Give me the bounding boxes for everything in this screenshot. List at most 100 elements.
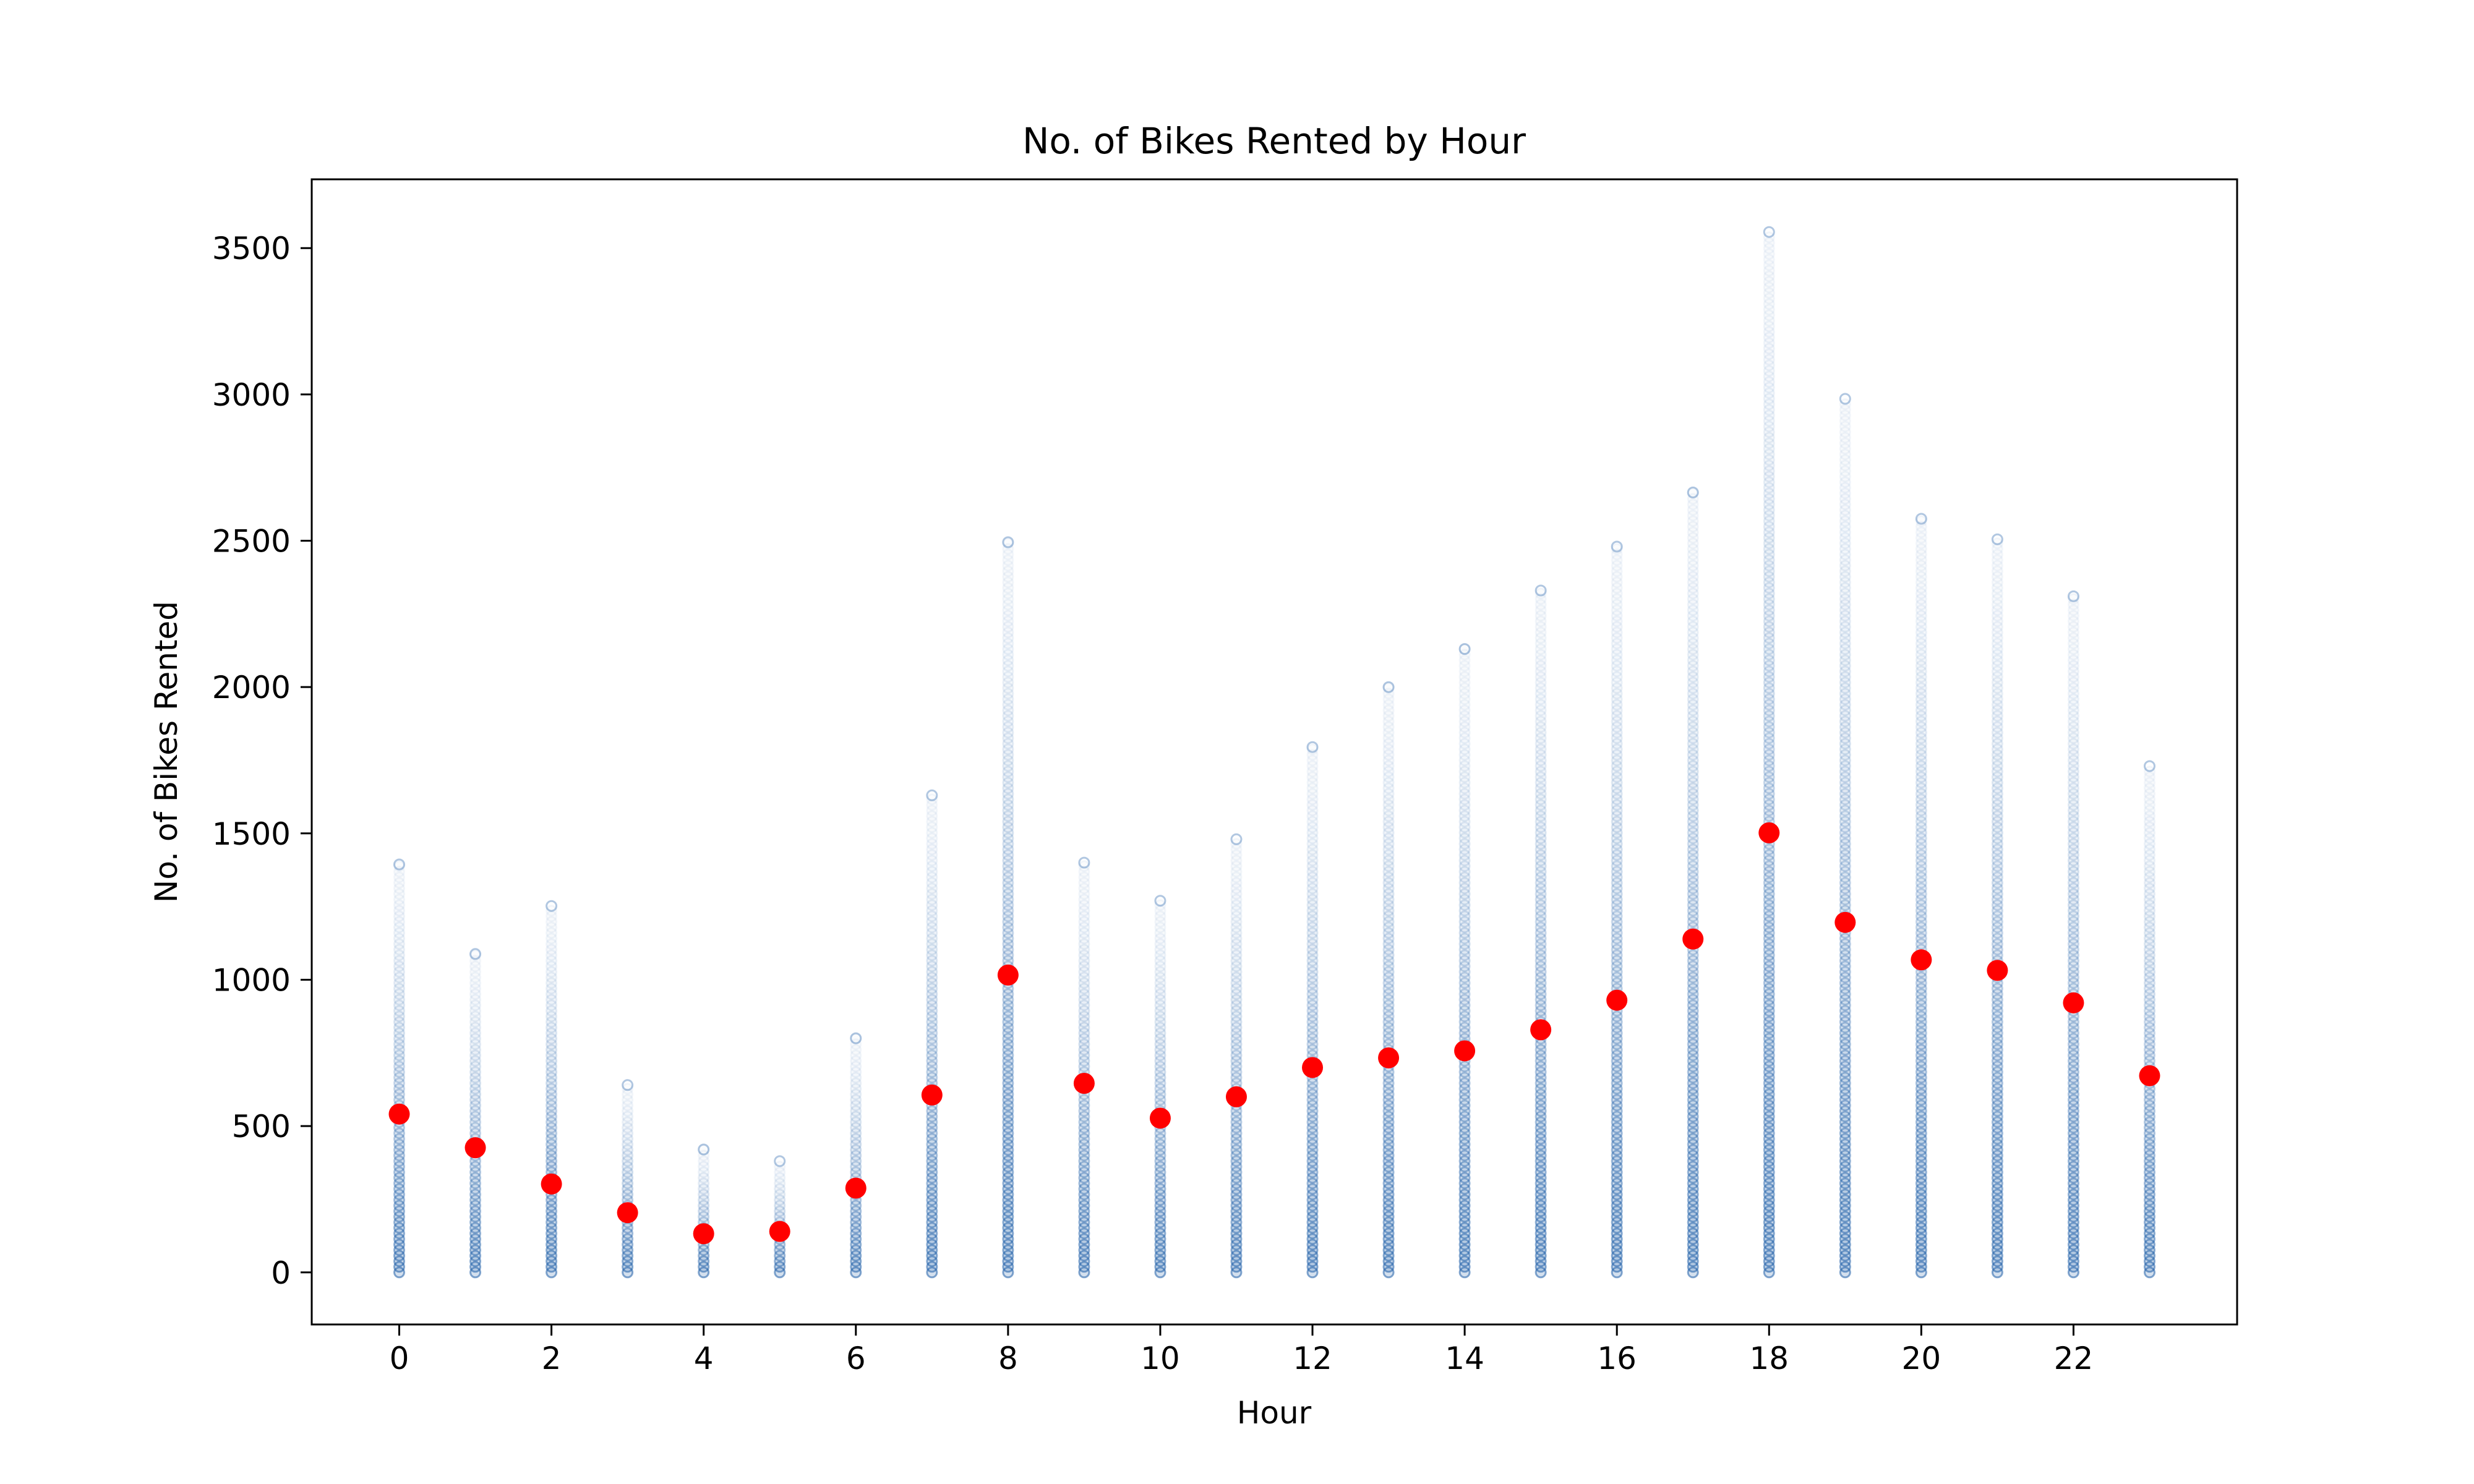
observation-point <box>1458 1177 1471 1190</box>
observation-point <box>1458 1094 1471 1106</box>
observation-point <box>1687 855 1699 867</box>
observation-point <box>1763 877 1775 889</box>
observation-point <box>1154 949 1166 962</box>
observation-point <box>1458 1077 1471 1090</box>
observation-point <box>1230 860 1243 872</box>
x-tick-label: 12 <box>1293 1341 1332 1376</box>
observation-point <box>1534 1044 1547 1056</box>
observation-point <box>1763 893 1775 906</box>
observation-point <box>850 1055 862 1067</box>
observation-point <box>1382 838 1395 850</box>
observation-point <box>1458 799 1471 811</box>
observation-point <box>1763 587 1775 600</box>
observation-point <box>1230 1072 1243 1084</box>
observation-point <box>469 1033 482 1045</box>
observation-point <box>1687 1072 1699 1084</box>
observation-point <box>469 1094 482 1106</box>
observation-point <box>1382 704 1395 717</box>
observation-point <box>1839 788 1851 800</box>
observation-point <box>1230 1239 1243 1251</box>
observation-point <box>1839 1116 1851 1128</box>
observation-point <box>1839 1016 1851 1028</box>
observation-point <box>1230 955 1243 967</box>
observation-point <box>1915 1094 1927 1106</box>
x-tick-label: 20 <box>1902 1341 1941 1376</box>
observation-point <box>1687 532 1699 544</box>
observation-point <box>622 1088 634 1101</box>
observation-point <box>1611 1116 1623 1128</box>
observation-point <box>1382 910 1395 923</box>
observation-point <box>546 944 558 956</box>
observation-point <box>546 1099 558 1112</box>
observation-point <box>926 1122 938 1134</box>
observation-point <box>1458 1200 1471 1212</box>
observation-point <box>1002 1177 1014 1190</box>
observation-point <box>1078 1111 1090 1123</box>
observation-point <box>1154 983 1166 995</box>
observation-point <box>1306 827 1319 839</box>
observation-point <box>1534 1166 1547 1179</box>
observation-point <box>1458 1138 1471 1151</box>
observation-point <box>1458 905 1471 917</box>
observation-point <box>393 1072 405 1084</box>
observation-points <box>393 226 2155 1279</box>
observation-point <box>1611 632 1623 644</box>
observation-point <box>1230 1211 1243 1223</box>
observation-point <box>1002 1038 1014 1051</box>
observation-point <box>1382 1222 1395 1234</box>
observation-point <box>1687 821 1699 834</box>
observation-point <box>1534 855 1547 867</box>
observation-point <box>1458 793 1471 806</box>
observation-point <box>1687 643 1699 655</box>
observation-point <box>1458 1172 1471 1184</box>
observation-point <box>1611 554 1623 566</box>
observation-point <box>1611 727 1623 739</box>
mean-point-hour-2 <box>541 1173 562 1195</box>
chart-title: No. of Bikes Rented by Hour <box>1022 120 1526 162</box>
observation-point <box>1839 960 1851 973</box>
observation-point <box>1687 604 1699 616</box>
observation-point <box>1839 398 1851 411</box>
observation-point <box>850 1155 862 1167</box>
observation-point <box>1534 988 1547 1000</box>
observation-point <box>1230 905 1243 917</box>
observation-point <box>1306 1233 1319 1245</box>
observation-point <box>1458 699 1471 711</box>
observation-point <box>1458 1083 1471 1095</box>
observation-point <box>1306 793 1319 806</box>
observation-point <box>1763 415 1775 427</box>
observation-point <box>1154 944 1166 956</box>
observation-point <box>1763 626 1775 639</box>
observation-point <box>1002 710 1014 722</box>
observation-point <box>1534 1077 1547 1090</box>
observation-point <box>1915 1188 1927 1201</box>
observation-point <box>1306 960 1319 973</box>
observation-point <box>1382 1177 1395 1190</box>
observation-point <box>1687 1133 1699 1145</box>
observation-point <box>1839 1055 1851 1067</box>
observation-point <box>1458 994 1471 1006</box>
observation-point <box>1611 893 1623 906</box>
observation-point <box>469 1177 482 1190</box>
mean-point-hour-14 <box>1454 1040 1476 1062</box>
observation-point <box>1002 905 1014 917</box>
observation-point <box>1839 426 1851 438</box>
observation-point <box>850 1127 862 1140</box>
observation-point <box>1382 893 1395 906</box>
observation-point <box>1306 799 1319 811</box>
observation-point <box>1382 938 1395 950</box>
observation-point <box>1611 1155 1623 1167</box>
observation-point <box>850 1233 862 1245</box>
observation-point <box>926 832 938 845</box>
observation-point <box>546 916 558 928</box>
observation-point <box>469 1072 482 1084</box>
observation-point <box>1763 498 1775 511</box>
observation-point <box>1534 888 1547 900</box>
observation-point <box>1382 1021 1395 1034</box>
observation-point <box>1763 710 1775 722</box>
observation-point <box>1154 1216 1166 1229</box>
observation-point <box>1002 537 1014 550</box>
observation-point <box>1763 910 1775 923</box>
observation-point <box>1002 1149 1014 1162</box>
observation-point <box>1230 866 1243 878</box>
